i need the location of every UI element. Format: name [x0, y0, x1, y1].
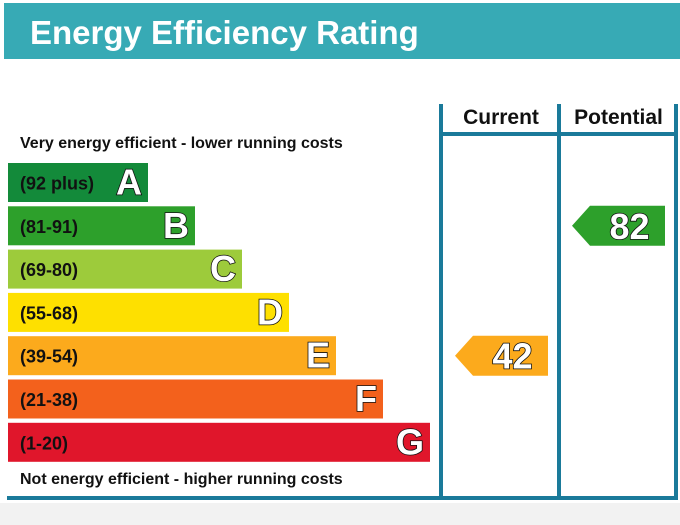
band-e-range: (39-54) [20, 347, 78, 367]
title-bar: Energy Efficiency Rating [4, 3, 680, 59]
bottom-note: Not energy efficient - higher running co… [20, 471, 343, 488]
band-b-bar [8, 206, 195, 246]
current-column-header: Current [463, 106, 539, 129]
potential-rating-arrow [572, 205, 665, 246]
band-a-bar [8, 163, 148, 202]
band-a-range: (92 plus) [20, 174, 94, 194]
current-rating-value: 42 [492, 336, 532, 377]
potential-rating-value: 82 [609, 206, 649, 247]
band-e-bar [8, 336, 336, 376]
frame-vertical-line-3 [674, 104, 678, 500]
current-rating-arrow [455, 335, 548, 376]
top-note: Very energy efficient - lower running co… [20, 135, 343, 152]
frame-bottom-line [7, 496, 678, 500]
band-b-range: (81-91) [20, 217, 78, 237]
band-c-bar [8, 249, 242, 289]
band-b-letter: B [163, 205, 189, 246]
band-c-range: (69-80) [20, 260, 78, 280]
page-title: Energy Efficiency Rating [30, 14, 419, 51]
band-f-range: (21-38) [20, 390, 78, 410]
band-g-range: (1-20) [20, 433, 68, 453]
band-f-bar [8, 379, 383, 419]
potential-column-header: Potential [574, 106, 663, 129]
band-d-range: (55-68) [20, 303, 78, 323]
band-g-bar [8, 422, 430, 462]
band-f-letter: F [355, 378, 377, 419]
frame-header-divider [441, 132, 678, 136]
band-g-letter: G [396, 421, 424, 462]
page-bottom-strip [0, 503, 680, 525]
frame-vertical-line-2 [557, 104, 561, 500]
band-e-letter: E [306, 335, 330, 376]
frame-vertical-line-1 [439, 104, 443, 500]
band-a-letter: A [116, 162, 142, 203]
band-d-letter: D [257, 291, 283, 332]
band-c-letter: C [210, 248, 236, 289]
band-d-bar [8, 292, 289, 332]
